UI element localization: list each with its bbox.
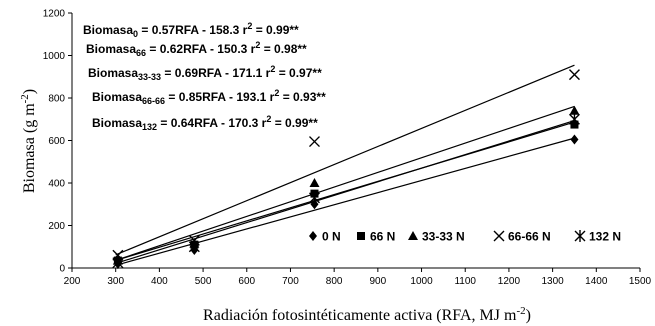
regression-equation: Biomasa33-33 = 0.69RFA - 171.1 r2 = 0.97… [88, 64, 322, 82]
x-tick-label: 1000 [410, 276, 433, 287]
y-tick-label: 600 [48, 136, 65, 147]
y-tick-label: 0 [59, 264, 65, 275]
legend-marker-triangle [408, 231, 418, 240]
x-axis-ticks: 200 300 400 500 600 700 800 900 1000 1100 1200 1300… [64, 268, 652, 287]
x-axis-title: Radiación fotosintéticamente activa (RFA… [203, 305, 531, 324]
x-tick-label: 700 [282, 276, 299, 287]
legend-label: 66 N [370, 230, 395, 244]
data-point-diamond [570, 134, 579, 145]
regression-equation: Biomasa0 = 0.57RFA - 158.3 r2 = 0.99** [83, 21, 299, 39]
legend-marker-x [493, 230, 505, 242]
x-tick-label: 900 [370, 276, 387, 287]
regression-line [115, 105, 575, 261]
y-axis-title: Biomasa (g m-2) [19, 89, 38, 193]
regression-equations: Biomasa0 = 0.57RFA - 158.3 r2 = 0.99**Bi… [83, 21, 326, 132]
legend-marker-square [357, 232, 365, 240]
x-tick-label: 1300 [541, 276, 564, 287]
legend-label: 0 N [322, 230, 341, 244]
x-tick-label: 300 [107, 276, 124, 287]
legend-marker-star [574, 230, 586, 242]
x-tick-label: 1100 [454, 276, 476, 287]
regression-equation: Biomasa66 = 0.62RFA - 150.3 r2 = 0.98** [86, 40, 307, 58]
data-point-triangle [569, 105, 580, 115]
x-tick-label: 1200 [498, 276, 521, 287]
data-point-star [112, 256, 124, 269]
regression-line [115, 64, 575, 256]
legend-marker-diamond [309, 231, 317, 241]
y-tick-label: 1200 [43, 9, 66, 20]
x-tick-label: 400 [151, 276, 168, 287]
regression-equation: Biomasa132 = 0.64RFA - 170.3 r2 = 0.99** [92, 114, 318, 132]
legend-label: 66-66 N [508, 230, 551, 244]
legend-label: 33-33 N [422, 230, 465, 244]
x-tick-label: 200 [64, 276, 81, 287]
data-point-diamond [310, 199, 319, 210]
legend-label: 132 N [589, 230, 621, 244]
x-tick-label: 1500 [629, 276, 652, 287]
regression-line [115, 137, 575, 266]
x-tick-label: 1400 [585, 276, 608, 287]
regression-line [115, 120, 575, 264]
x-tick-label: 600 [238, 276, 255, 287]
data-point-star [308, 191, 320, 204]
regression-equation: Biomasa66-66 = 0.85RFA - 193.1 r2 = 0.93… [92, 88, 326, 106]
legend: 0 N 66 N 33-33 N 66-66 N 132 N [309, 230, 621, 244]
y-tick-label: 400 [48, 179, 65, 190]
data-points [112, 69, 580, 269]
data-point-star [188, 240, 200, 253]
y-tick-label: 1000 [43, 51, 66, 62]
y-axis-ticks: 0 200 400 600 800 1000 1200 [43, 9, 72, 275]
x-tick-label: 500 [195, 276, 212, 287]
regression-line [115, 121, 575, 261]
y-tick-label: 800 [48, 94, 65, 105]
data-point-star [568, 113, 580, 126]
y-tick-label: 200 [48, 221, 65, 232]
data-point-triangle [309, 178, 320, 187]
data-point-x [568, 69, 580, 81]
x-tick-label: 800 [326, 276, 343, 287]
data-point-x [308, 136, 320, 148]
